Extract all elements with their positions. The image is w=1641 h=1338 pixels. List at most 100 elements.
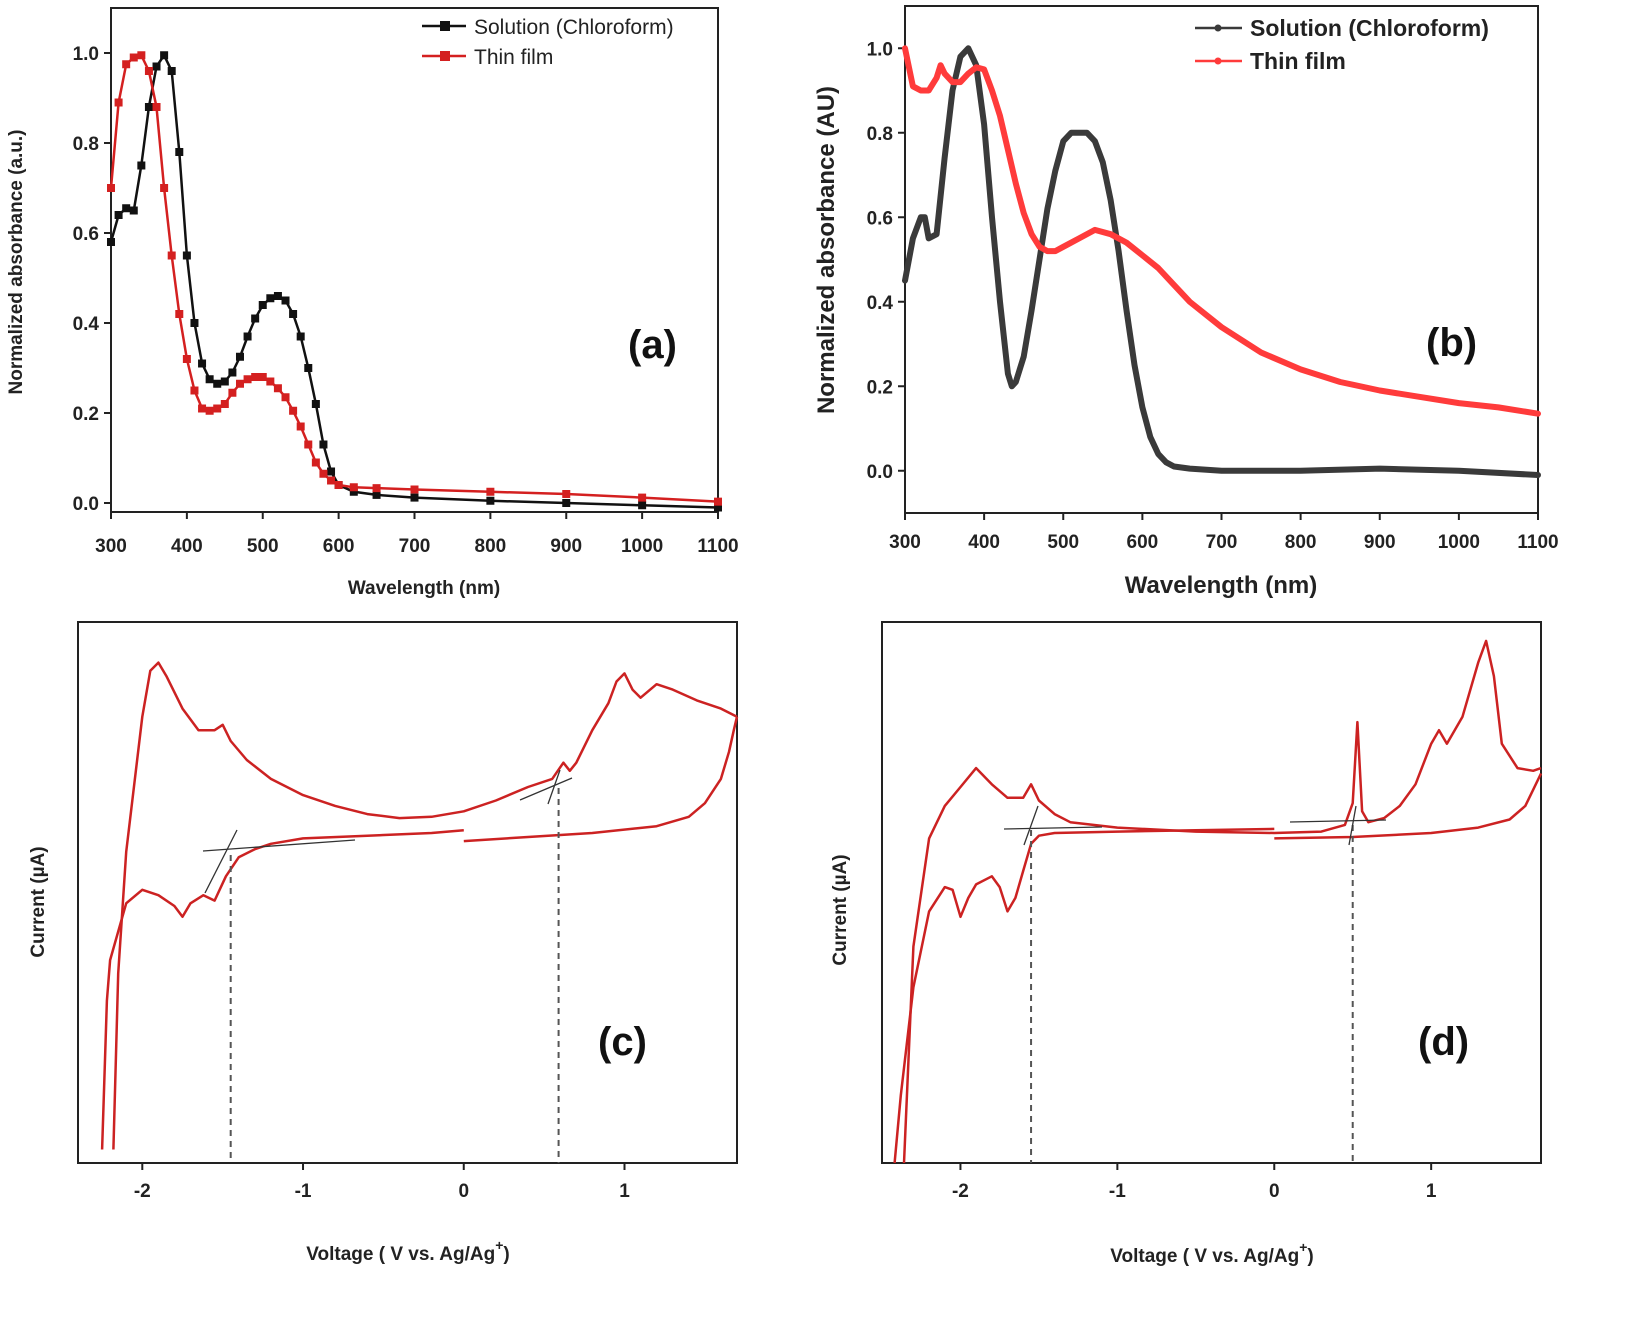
panel-a-data-point (167, 67, 176, 75)
panel-b-legend-label-solution: Solution (Chloroform) (1250, 15, 1489, 41)
panel-a-data-point (251, 373, 260, 381)
panel-b-legend-marker-solution (1214, 24, 1222, 32)
panel-a: 0.0 0.2 0.4 0.6 0.8 1.0 300 400 500 600 700 800 900… (6, 7, 739, 599)
panel-a-data-point (289, 310, 298, 318)
b-y-tick-label: 0.0 (867, 462, 893, 483)
a-y-tick-label: 0.2 (73, 404, 99, 425)
panel-a-legend-label-film: Thin film (474, 46, 553, 69)
panel-a-label: (a) (628, 323, 677, 367)
panel-a-data-point (638, 493, 647, 502)
a-y-tick-label: 0.8 (73, 134, 99, 155)
b-x-tick-label: 1100 (1517, 532, 1558, 553)
panel-a-data-point (243, 332, 252, 341)
a-y-tick-label: 0.0 (73, 494, 99, 515)
c-x-tick-label: -1 (295, 1181, 312, 1202)
panel-a-data-point (714, 503, 722, 512)
b-y-tick-label: 0.6 (867, 208, 893, 229)
a-x-tick-label: 1100 (697, 536, 738, 557)
a-x-tick-label: 800 (475, 536, 507, 557)
panel-a-data-point (213, 379, 222, 388)
panel-a-data-point (144, 103, 153, 111)
panel-d-label: (d) (1418, 1020, 1469, 1064)
a-x-tick-label: 400 (171, 536, 203, 557)
panel-d-plot-area (893, 639, 1543, 1164)
b-y-tick-label: 0.2 (867, 377, 893, 398)
panel-a-data-point (144, 67, 153, 75)
panel-a-data-point (311, 458, 320, 467)
panel-a-data-point (281, 296, 290, 305)
panel-a-data-point (319, 469, 328, 478)
panel-a-data-point (281, 393, 290, 402)
panel-a-data-point (182, 251, 191, 260)
panel-d-tangent-line (1289, 819, 1387, 823)
panel-a-data-point (167, 251, 176, 260)
panel-d-cv-trace (902, 639, 1542, 1164)
panel-a-plot-area (107, 51, 722, 512)
panel-b-series-line-film (902, 45, 1541, 417)
panel-a-data-point (289, 406, 298, 415)
c-x-tick-label: -2 (134, 1181, 151, 1202)
panel-c-tangent-line (519, 777, 573, 801)
panel-c-frame (77, 621, 738, 1164)
panel-a-data-point (638, 501, 647, 510)
panel-a-x-ticks: 300 400 500 600 700 800 900 1000 1100 (95, 512, 739, 557)
panel-a-data-point (486, 487, 495, 496)
panel-c-tangent-line (547, 769, 561, 805)
panel-d-tangent-line (1023, 805, 1039, 846)
panel-a-data-point (235, 379, 244, 388)
panel-b-y-axis-title: Normalized absorbance (AU) (813, 86, 840, 414)
panel-a-data-point (182, 355, 191, 363)
panel-a-data-point (334, 481, 343, 489)
panel-a-data-point (122, 60, 131, 69)
panel-d-cv-trace (893, 827, 1275, 1164)
panel-d-tangent-line (1348, 805, 1357, 846)
panel-b-legend-marker-film (1214, 57, 1222, 65)
panel-c-tangent-line (204, 829, 238, 894)
panel-c-x-axis-title: Voltage ( V vs. Ag/Ag+) (306, 1237, 510, 1265)
panel-a-data-point (114, 98, 123, 107)
panel-a-data-point (562, 499, 571, 507)
panel-a-data-point (251, 314, 260, 323)
panel-a-data-point (327, 467, 336, 476)
panel-a-y-axis-title: Normalized absorbance (a.u.) (6, 129, 27, 394)
panel-a-data-point (266, 377, 275, 386)
panel-a-legend-marker-solution (440, 21, 450, 31)
panel-c-cv-trace (100, 829, 464, 1150)
d-x-tick-label: 1 (1426, 1181, 1437, 1202)
panel-c-cv-trace (112, 661, 738, 1150)
panel-c-label: (c) (598, 1020, 647, 1064)
panel-c-plot-area (100, 661, 739, 1163)
panel-a-data-point (107, 184, 115, 192)
panel-a-data-point (319, 440, 328, 449)
panel-a-data-point (228, 368, 237, 377)
b-x-tick-label: 500 (1047, 532, 1079, 553)
c-x-tick-label: 1 (619, 1181, 630, 1202)
panel-a-data-point (160, 51, 169, 60)
panel-a-data-point (129, 53, 138, 62)
panel-a-data-point (372, 484, 381, 493)
b-x-tick-label: 800 (1285, 532, 1317, 553)
panel-a-legend-label-solution: Solution (Chloroform) (474, 16, 674, 39)
b-x-tick-label: 400 (968, 532, 1000, 553)
d-x-tick-label: -1 (1109, 1181, 1126, 1202)
b-x-tick-label: 700 (1206, 532, 1238, 553)
panel-a-data-point (114, 211, 123, 219)
panel-a-data-point (311, 400, 320, 408)
panel-a-data-point (266, 294, 275, 303)
panel-d-x-axis-title-end: ) (1307, 1246, 1313, 1267)
panel-d-frame (881, 621, 1542, 1164)
panel-c-x-axis-title-sup: + (495, 1237, 503, 1253)
panel-b-label: (b) (1426, 321, 1477, 365)
a-x-tick-label: 500 (247, 536, 279, 557)
b-y-tick-label: 0.8 (867, 124, 893, 145)
panel-a-data-point (152, 103, 161, 111)
panel-b: 0.0 0.2 0.4 0.6 0.8 1.0 300 400 500 600 700 800 900… (813, 5, 1559, 599)
panel-c-x-axis-title-main: Voltage ( V vs. Ag/Ag (306, 1244, 495, 1265)
panel-b-x-axis-title: Wavelength (nm) (1125, 572, 1317, 599)
b-y-tick-label: 0.4 (867, 293, 894, 314)
panel-a-data-point (175, 148, 184, 156)
a-y-tick-label: 0.4 (73, 314, 100, 335)
panel-a-data-point (220, 400, 229, 408)
panel-b-series-line-solution (902, 45, 1541, 478)
